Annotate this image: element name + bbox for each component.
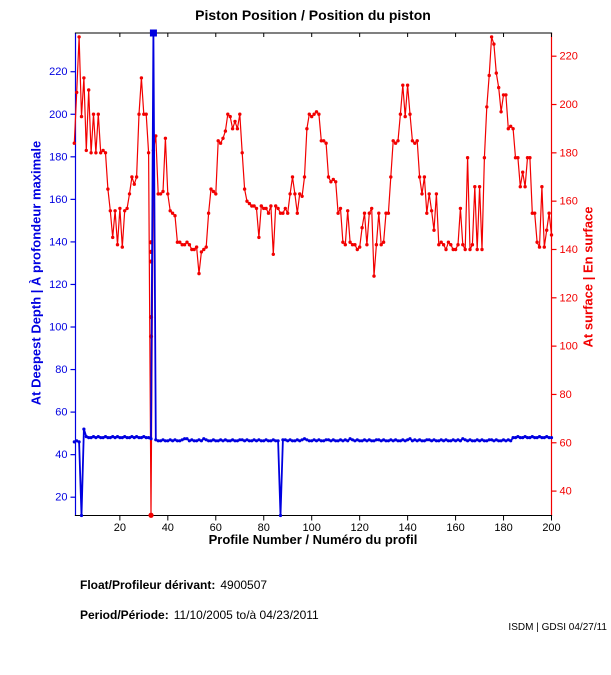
credit-text: ISDM | GDSI 04/27/11: [508, 622, 607, 633]
x-tick-label: 120: [350, 522, 368, 534]
left-tick-label: 60: [55, 407, 67, 419]
right-tick-label: 220: [560, 51, 578, 63]
left-tick-label: 80: [55, 364, 67, 376]
left-axis-ticks: 20 40 60 80 100 120 140 160 180 200 220: [49, 66, 76, 504]
x-tick-label: 20: [114, 522, 126, 534]
right-tick-label: 160: [560, 196, 578, 208]
right-tick-label: 60: [560, 437, 572, 449]
period-label: Period/Période:: [80, 608, 169, 622]
right-tick-label: 40: [560, 486, 572, 498]
left-tick-label: 40: [55, 449, 67, 461]
left-tick-label: 140: [49, 236, 67, 248]
x-tick-label: 60: [210, 522, 222, 534]
right-tick-label: 120: [560, 292, 578, 304]
x-tick-label: 200: [542, 522, 560, 534]
float-label: Float/Profileur dérivant:: [80, 578, 216, 592]
float-value: 4900507: [220, 578, 268, 592]
red-bottom-dot: [148, 512, 154, 518]
x-axis-ticks: 20 40 60 80 100 120 140 160 180 200: [114, 33, 561, 534]
x-tick-label: 160: [446, 522, 464, 534]
x-tick-label: 180: [494, 522, 512, 534]
right-tick-label: 100: [560, 341, 578, 353]
piston-position-chart: 20 40 60 80 100 120 140 160 180 200 20 40 60 80 100 120…: [49, 29, 578, 534]
period-line: Period/Période: 11/10/2005 to/à 04/23/201…: [80, 608, 319, 622]
left-y-axis-label: At Deepest Depth | À profondeur maximale: [28, 140, 44, 406]
left-tick-label: 100: [49, 322, 67, 334]
left-tick-label: 20: [55, 492, 67, 504]
left-tick-label: 200: [49, 109, 67, 121]
series-deepest-depth: [72, 31, 554, 518]
x-tick-label: 100: [303, 522, 321, 534]
right-y-axis-label: At surface | En surface: [580, 206, 596, 348]
right-tick-label: 80: [560, 389, 572, 401]
right-tick-label: 200: [560, 99, 578, 111]
series-deepest-depth-line: [73, 32, 552, 517]
right-axis-ticks: 40 60 80 100 120 140 160 180 200 220: [551, 51, 578, 498]
chart-title: Piston Position / Position du piston: [195, 7, 431, 23]
series-surface-line: [73, 36, 553, 516]
blue-spike-top-marker: [149, 29, 157, 37]
x-axis-label: Profile Number / Numéro du profil: [208, 532, 418, 547]
right-tick-label: 180: [560, 147, 578, 159]
left-tick-label: 160: [49, 194, 67, 206]
axes: [74, 32, 553, 516]
series-surface: [72, 35, 554, 517]
right-tick-label: 140: [560, 244, 578, 256]
left-tick-label: 220: [49, 66, 67, 78]
period-value: 11/10/2005 to/à 04/23/2011: [173, 608, 319, 622]
x-tick-label: 140: [398, 522, 416, 534]
left-tick-label: 180: [49, 151, 67, 163]
x-tick-label: 40: [162, 522, 174, 534]
float-id-line: Float/Profileur dérivant: 4900507: [80, 578, 267, 592]
x-tick-label: 80: [258, 522, 270, 534]
left-tick-label: 120: [49, 279, 67, 291]
